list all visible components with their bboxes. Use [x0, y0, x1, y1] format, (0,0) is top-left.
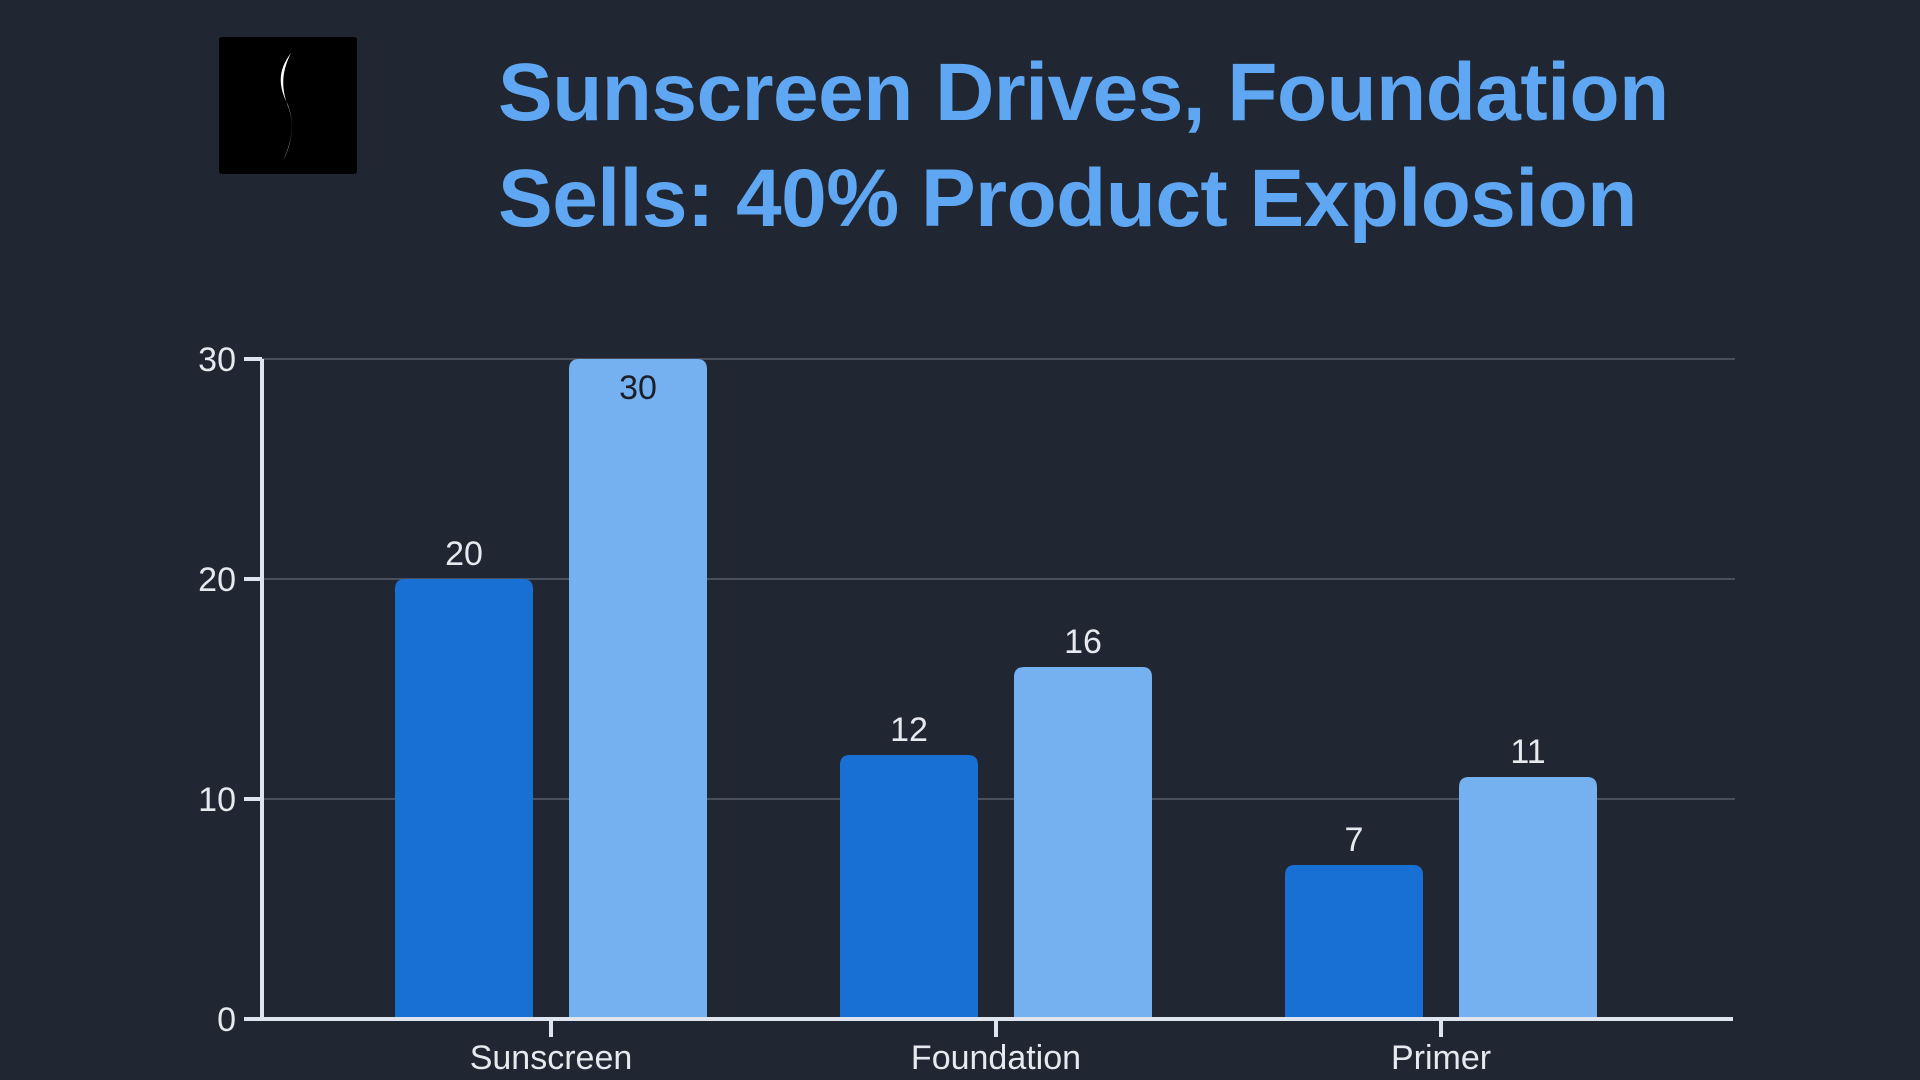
chart-title: Sunscreen Drives, Foundation Sells: 40% …: [498, 40, 1798, 252]
data-label-foundation-series-2: 16: [1064, 623, 1102, 661]
bar-foundation-series-2: [1014, 667, 1152, 1019]
data-label-sunscreen-series-1: 20: [445, 535, 483, 573]
data-label-sunscreen-series-2: 30: [619, 369, 657, 407]
brand-logo: [219, 37, 357, 174]
data-label-primer-series-1: 7: [1345, 821, 1364, 859]
data-label-primer-series-2: 11: [1510, 733, 1545, 771]
bar-primer-series-1: [1285, 865, 1423, 1019]
bar-primer-series-2: [1459, 777, 1597, 1019]
data-label-foundation-series-1: 12: [890, 711, 928, 749]
chart-title-line-1: Sunscreen Drives, Foundation: [498, 47, 1669, 138]
y-tick-label-0: 0: [217, 1001, 236, 1039]
y-tick-label-10: 10: [198, 781, 236, 819]
bar-sunscreen-series-2: [569, 359, 707, 1019]
y-tick-label-20: 20: [198, 561, 236, 599]
x-tick-label-sunscreen: Sunscreen: [470, 1039, 633, 1077]
x-tick-label-foundation: Foundation: [911, 1039, 1081, 1077]
x-tick-label-primer: Primer: [1391, 1039, 1491, 1077]
bar-sunscreen-series-1: [395, 579, 533, 1019]
chart-title-line-2: Sells: 40% Product Explosion: [498, 153, 1637, 244]
bar-foundation-series-1: [840, 755, 978, 1019]
y-tick-label-30: 30: [198, 341, 236, 379]
